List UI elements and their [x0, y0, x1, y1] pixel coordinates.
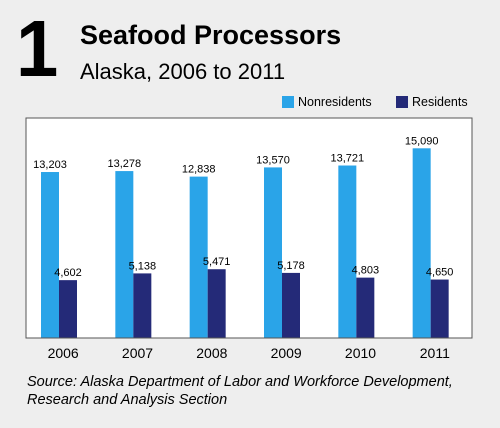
- data-label-residents-2011: 4,650: [426, 267, 454, 279]
- chart-subtitle: Alaska, 2006 to 2011: [80, 59, 286, 84]
- bar-nonresidents-2008: [189, 176, 208, 338]
- data-label-nonresidents-2010: 13,721: [331, 153, 365, 165]
- x-tick-label-2009: 2009: [271, 345, 302, 361]
- data-label-nonresidents-2009: 13,570: [256, 154, 290, 166]
- bar-residents-2007: [133, 273, 152, 338]
- bar-nonresidents-2007: [115, 171, 134, 338]
- bar-nonresidents-2010: [338, 165, 357, 338]
- bar-nonresidents-2006: [41, 172, 59, 338]
- bar-residents-2006: [59, 280, 77, 338]
- legend-item-residents: Residents: [396, 95, 468, 109]
- x-tick-label-2006: 2006: [48, 345, 79, 361]
- bar-residents-2011: [430, 279, 449, 338]
- data-label-residents-2008: 5,471: [203, 256, 231, 268]
- bar-residents-2010: [356, 277, 375, 338]
- x-tick-label-2007: 2007: [122, 345, 153, 361]
- bar-residents-2009: [282, 272, 300, 338]
- x-tick-label-2010: 2010: [345, 345, 376, 361]
- bar-nonresidents-2011: [412, 148, 431, 338]
- data-label-residents-2007: 5,138: [129, 260, 157, 272]
- x-tick-label-2011: 2011: [420, 345, 450, 361]
- data-label-nonresidents-2008: 12,838: [182, 164, 216, 176]
- data-label-nonresidents-2006: 13,203: [33, 159, 67, 171]
- bar-residents-2008: [207, 269, 226, 338]
- legend-label-residents: Residents: [412, 95, 468, 109]
- source-note: Source: Alaska Department of Labor and W…: [27, 374, 453, 408]
- bar-nonresidents-2009: [264, 167, 282, 338]
- data-label-nonresidents-2011: 15,090: [405, 135, 439, 147]
- x-tick-label-2008: 2008: [196, 345, 227, 361]
- legend: Nonresidents Residents: [0, 95, 500, 113]
- data-label-nonresidents-2007: 13,278: [108, 158, 142, 170]
- data-label-residents-2006: 4,602: [54, 267, 82, 279]
- chart-title: Seafood Processors: [80, 20, 342, 50]
- plot-area: [25, 117, 473, 339]
- legend-swatch-residents: [396, 96, 408, 108]
- legend-item-nonresidents: Nonresidents: [282, 95, 372, 109]
- data-label-residents-2010: 4,803: [352, 265, 380, 277]
- figure-number: 1: [16, 4, 58, 93]
- legend-swatch-nonresidents: [282, 96, 294, 108]
- legend-label-nonresidents: Nonresidents: [298, 95, 372, 109]
- data-label-residents-2009: 5,178: [277, 260, 305, 272]
